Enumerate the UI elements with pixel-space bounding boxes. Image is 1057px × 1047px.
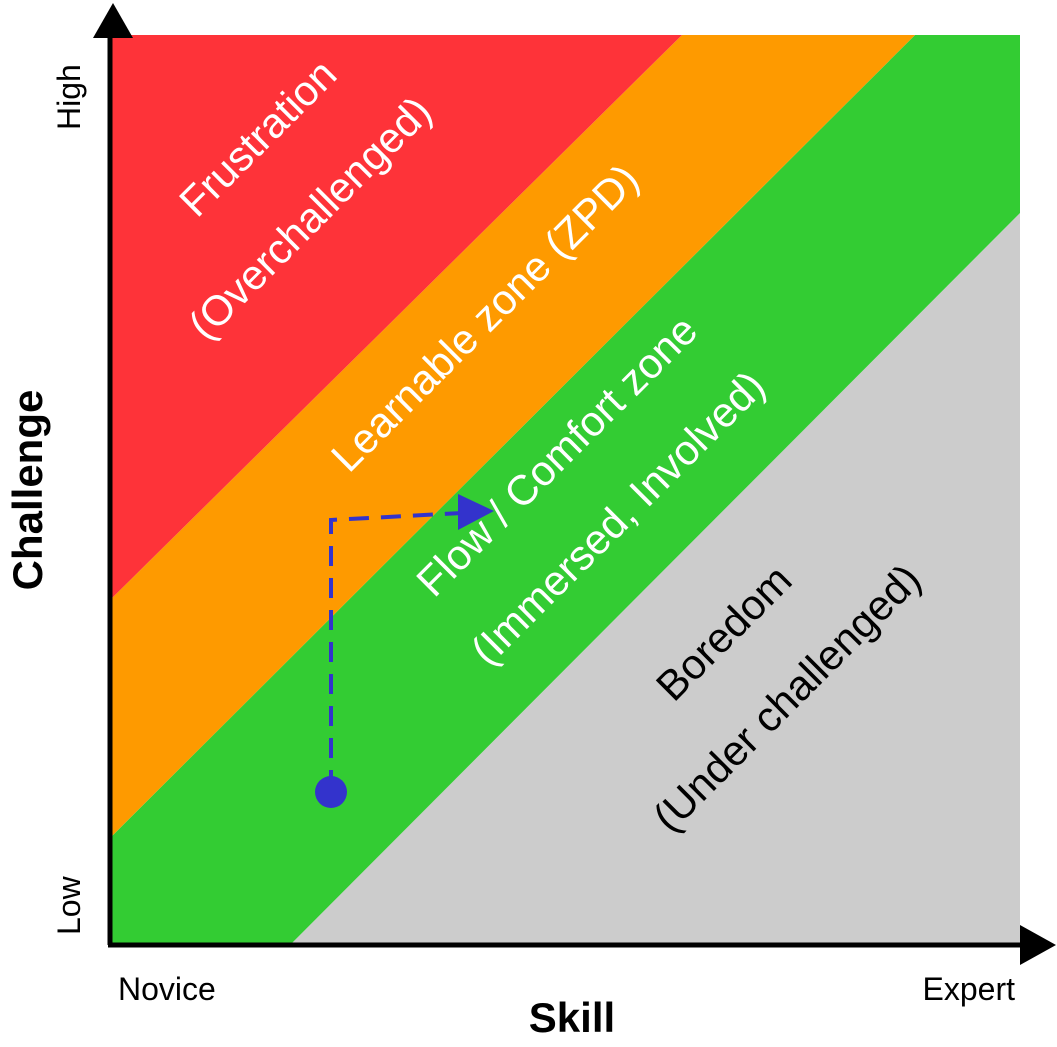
learning-path-arrowhead-icon <box>458 494 494 530</box>
x-axis-low-label: Novice <box>118 971 216 1007</box>
learning-path-start-dot <box>315 776 347 808</box>
y-axis-arrow-icon <box>93 3 133 38</box>
axes <box>93 3 1056 965</box>
x-axis-high-label: Expert <box>923 971 1016 1007</box>
frustration-zone <box>110 35 682 600</box>
y-axis-low-label: Low <box>51 875 87 935</box>
flow-zone <box>110 35 1020 945</box>
y-axis-high-label: High <box>51 64 87 130</box>
x-axis-arrow-icon <box>1020 925 1056 965</box>
y-axis-title: Challenge <box>4 390 51 591</box>
learnable-zone <box>110 35 915 838</box>
learning-path-line <box>329 511 463 790</box>
learning-path <box>315 494 494 808</box>
x-axis-title: Skill <box>529 994 615 1041</box>
